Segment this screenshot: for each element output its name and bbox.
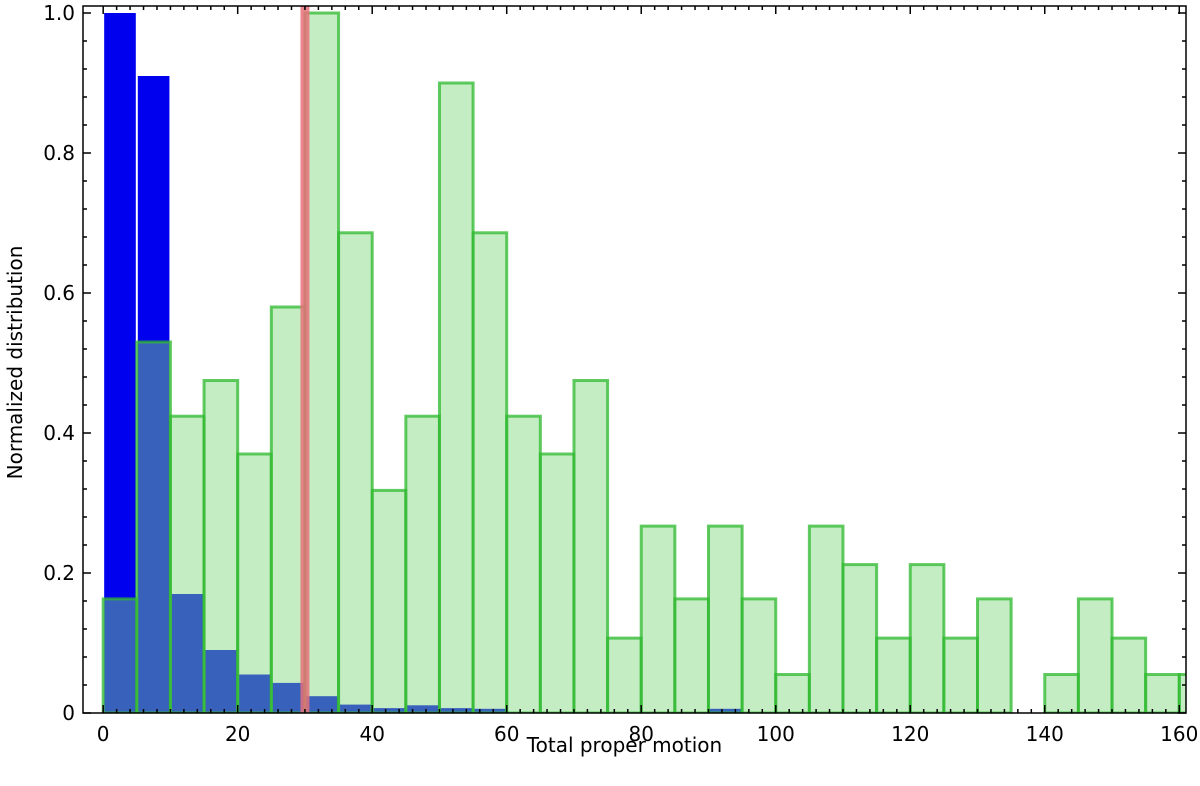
secondary-bar bbox=[168, 414, 206, 713]
threshold-line bbox=[300, 6, 310, 713]
primary-bar bbox=[406, 705, 439, 713]
primary-bar bbox=[104, 13, 136, 713]
primary-bar bbox=[709, 708, 742, 713]
secondary-bar bbox=[538, 452, 576, 713]
secondary-bar bbox=[1110, 636, 1148, 713]
y-tick-label: 0.8 bbox=[43, 141, 75, 165]
secondary-bar bbox=[135, 340, 172, 713]
y-tick-label: 0 bbox=[62, 701, 75, 725]
secondary-bar bbox=[505, 414, 542, 713]
secondary-bar bbox=[1144, 673, 1181, 713]
threshold-line-group bbox=[300, 6, 310, 713]
secondary-bar bbox=[807, 524, 845, 713]
x-tick-label: 60 bbox=[494, 722, 519, 746]
secondary-bar bbox=[976, 597, 1013, 713]
y-tick-labels: 0 0.2 0.4 0.6 0.8 1.0 bbox=[43, 1, 75, 725]
primary-bar bbox=[205, 650, 237, 713]
primary-bar bbox=[474, 708, 506, 713]
y-tick-label: 0.2 bbox=[43, 561, 75, 585]
x-tick-label: 40 bbox=[359, 722, 384, 746]
secondary-bar bbox=[841, 563, 879, 713]
secondary-bar bbox=[337, 231, 374, 713]
plot-frame bbox=[82, 5, 1187, 714]
secondary-bar bbox=[572, 379, 610, 713]
y-tick-label: 0.6 bbox=[43, 281, 75, 305]
primary-bar bbox=[339, 704, 372, 713]
secondary-bar bbox=[1177, 673, 1186, 713]
x-tick-label: 80 bbox=[628, 722, 653, 746]
primary-bar bbox=[305, 696, 338, 713]
x-tick-label: 0 bbox=[97, 722, 110, 746]
x-tick-label: 100 bbox=[757, 722, 795, 746]
x-tick-label: 140 bbox=[1026, 722, 1064, 746]
secondary-bar bbox=[269, 305, 307, 713]
secondary-bar bbox=[875, 636, 912, 713]
y-tick-label: 1.0 bbox=[43, 1, 75, 25]
primary-bar bbox=[171, 594, 204, 713]
secondary-bar bbox=[908, 563, 946, 713]
secondary-bar bbox=[1043, 673, 1080, 713]
secondary-bar bbox=[236, 452, 273, 713]
primary-bar bbox=[373, 708, 405, 713]
secondary-bar bbox=[740, 597, 778, 713]
secondary-bar bbox=[606, 636, 643, 713]
x-tick-label: 120 bbox=[891, 722, 929, 746]
primary-bar bbox=[238, 674, 271, 713]
primary-histogram-bars bbox=[104, 13, 742, 713]
y-axis-label: Normalized distribution bbox=[3, 246, 27, 480]
x-tick-label: 160 bbox=[1160, 722, 1198, 746]
secondary-bar bbox=[673, 597, 710, 713]
x-tick-label: 20 bbox=[225, 722, 250, 746]
x-tick-labels: 0 20 40 60 80 100 120 140 160 bbox=[97, 722, 1199, 746]
primary-bar bbox=[272, 682, 304, 713]
secondary-bar bbox=[942, 636, 980, 713]
secondary-bar bbox=[1076, 597, 1114, 713]
secondary-bar bbox=[370, 488, 408, 713]
secondary-bar bbox=[404, 414, 441, 713]
secondary-bar bbox=[471, 231, 509, 713]
secondary-bar bbox=[202, 379, 240, 713]
secondary-bar bbox=[303, 11, 341, 713]
secondary-bar bbox=[101, 597, 139, 713]
secondary-bar bbox=[437, 81, 475, 713]
secondary-bar bbox=[774, 673, 811, 713]
secondary-bar bbox=[706, 524, 744, 713]
secondary-histogram-bars bbox=[101, 11, 1186, 713]
secondary-bar bbox=[639, 524, 677, 713]
x-axis-label: Total proper motion bbox=[526, 733, 722, 757]
primary-bar bbox=[440, 708, 473, 713]
primary-bar bbox=[137, 76, 170, 713]
y-tick-label: 0.4 bbox=[43, 421, 75, 445]
